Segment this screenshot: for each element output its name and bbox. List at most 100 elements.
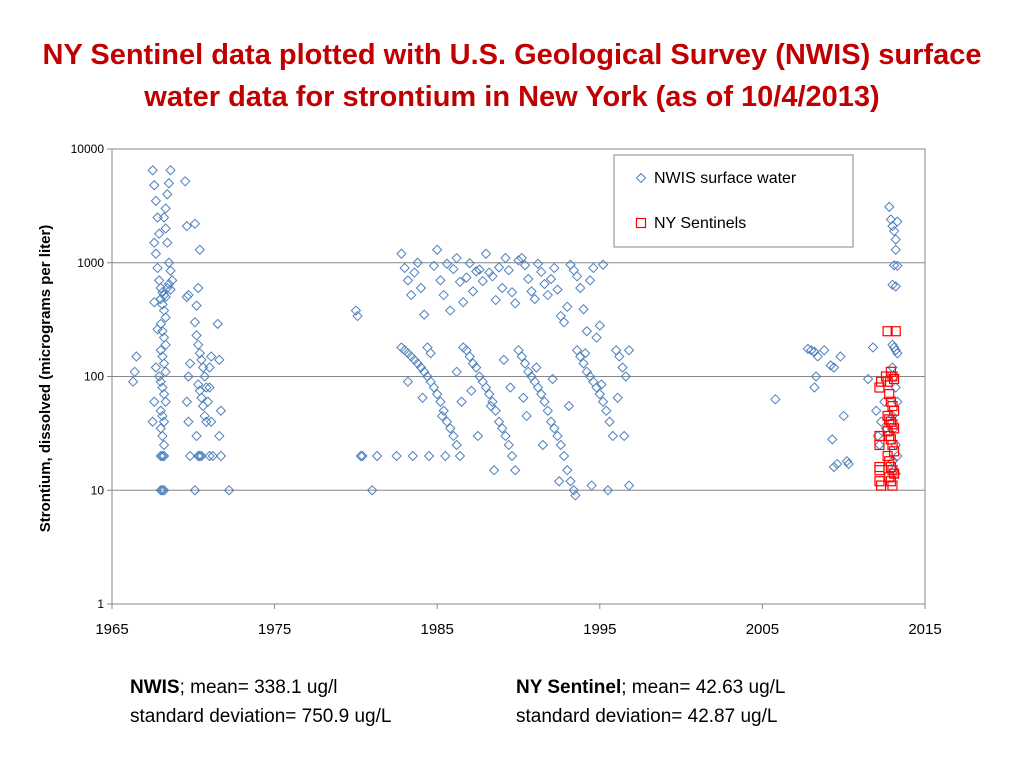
nwis-point bbox=[498, 354, 510, 366]
legend-nwis-label: NWIS surface water bbox=[654, 170, 797, 187]
nwis-point bbox=[157, 326, 168, 337]
nwis-point bbox=[204, 450, 215, 462]
nwis-point bbox=[402, 275, 414, 286]
nwis-point bbox=[212, 318, 223, 330]
nwis-point bbox=[461, 272, 472, 283]
nwis-point bbox=[532, 258, 544, 269]
nwis-point bbox=[477, 275, 488, 287]
nwis-point bbox=[575, 351, 586, 362]
y-tick-label: 1 bbox=[97, 597, 104, 611]
nwis-point bbox=[436, 410, 448, 422]
nwis-point bbox=[531, 362, 542, 373]
nwis-point bbox=[493, 262, 505, 273]
nwis-point bbox=[215, 450, 227, 462]
legend-sentinel-marker bbox=[635, 217, 647, 229]
nwis-point bbox=[555, 439, 566, 451]
nwis-point bbox=[588, 262, 599, 274]
nwis-point bbox=[158, 485, 170, 496]
nwis-point bbox=[464, 351, 475, 362]
nwis-point bbox=[542, 289, 553, 301]
nwis-point bbox=[214, 430, 225, 442]
nwis-point bbox=[352, 310, 363, 322]
nwis-point bbox=[158, 450, 170, 462]
nwis-point bbox=[890, 345, 901, 356]
nwis-point bbox=[562, 301, 573, 313]
nwis-point bbox=[584, 275, 596, 286]
nwis-point bbox=[150, 362, 162, 373]
nwis-point bbox=[519, 260, 531, 271]
y-tick-label: 10000 bbox=[71, 142, 105, 156]
nwis-point bbox=[192, 379, 204, 390]
nwis-point bbox=[885, 214, 897, 225]
nwis-point bbox=[890, 281, 901, 292]
nwis-point bbox=[147, 165, 158, 176]
nwis-point bbox=[558, 317, 570, 328]
x-tick-label: 1995 bbox=[583, 621, 616, 638]
nwis-point bbox=[163, 178, 175, 189]
nwis-point bbox=[207, 450, 219, 462]
sentinel-stats: NY Sentinel; mean= 42.63 ug/L standard d… bbox=[516, 673, 786, 731]
nwis-point bbox=[828, 362, 840, 373]
nwis-point bbox=[485, 400, 497, 412]
sentinel-point bbox=[874, 382, 885, 393]
nwis-point bbox=[157, 299, 168, 310]
nwis-point bbox=[828, 461, 840, 473]
nwis-point bbox=[409, 267, 420, 278]
nwis-point bbox=[448, 430, 459, 442]
nwis-point bbox=[405, 289, 417, 301]
nwis-point bbox=[127, 376, 139, 387]
nwis-point bbox=[818, 345, 830, 356]
nwis-point bbox=[892, 260, 903, 272]
nwis-point bbox=[601, 405, 612, 416]
nwis-point bbox=[149, 296, 160, 308]
nwis-point bbox=[152, 262, 163, 274]
nwis-point bbox=[428, 260, 440, 272]
nwis-point bbox=[158, 212, 170, 223]
nwis-point bbox=[155, 450, 166, 462]
nwis-point bbox=[441, 416, 453, 427]
nwis-point bbox=[503, 264, 514, 276]
nwis-point bbox=[165, 165, 176, 176]
nwis-point bbox=[581, 326, 592, 337]
nwis-point bbox=[194, 450, 206, 462]
nwis-point bbox=[545, 416, 557, 427]
nwis-point bbox=[204, 382, 215, 393]
nwis-point bbox=[456, 396, 467, 407]
nwis-point bbox=[497, 282, 508, 294]
nwis-point bbox=[412, 257, 423, 268]
nwis-point bbox=[451, 439, 462, 451]
nwis-point bbox=[519, 358, 531, 369]
nwis-point bbox=[183, 416, 194, 427]
nwis-point bbox=[194, 348, 206, 359]
nwis-point bbox=[487, 396, 498, 407]
nwis-point bbox=[131, 351, 142, 362]
nwis-point bbox=[623, 345, 635, 356]
nwis-point bbox=[506, 287, 518, 298]
nwis-point bbox=[596, 379, 607, 390]
nwis-point bbox=[162, 237, 173, 248]
nwis-point bbox=[474, 264, 485, 275]
legend-nwis-marker bbox=[635, 172, 647, 184]
nwis-point bbox=[549, 262, 560, 274]
nwis-point bbox=[191, 300, 202, 311]
nwis-point bbox=[888, 225, 900, 237]
nwis-point bbox=[526, 286, 537, 297]
nwis-point bbox=[435, 275, 446, 286]
nwis-point bbox=[594, 320, 606, 331]
sentinel-point bbox=[887, 371, 898, 382]
nwis-point bbox=[438, 289, 449, 301]
nwis-point bbox=[597, 396, 609, 407]
nwis-point bbox=[415, 282, 427, 294]
nwis-point bbox=[618, 430, 630, 442]
nwis-point bbox=[547, 373, 558, 385]
nwis-point bbox=[440, 450, 451, 462]
nwis-point bbox=[350, 305, 362, 316]
x-tick-label: 2005 bbox=[746, 621, 779, 638]
nwis-point bbox=[160, 291, 171, 303]
sentinel-point bbox=[890, 326, 901, 337]
nwis-point bbox=[157, 450, 168, 462]
nwis-point bbox=[825, 360, 836, 371]
nwis-point bbox=[355, 450, 366, 462]
sentinel-stats-sd: standard deviation= 42.87 ug/L bbox=[516, 706, 778, 727]
slide-title: NY Sentinel data plotted with U.S. Geolo… bbox=[0, 34, 1024, 118]
